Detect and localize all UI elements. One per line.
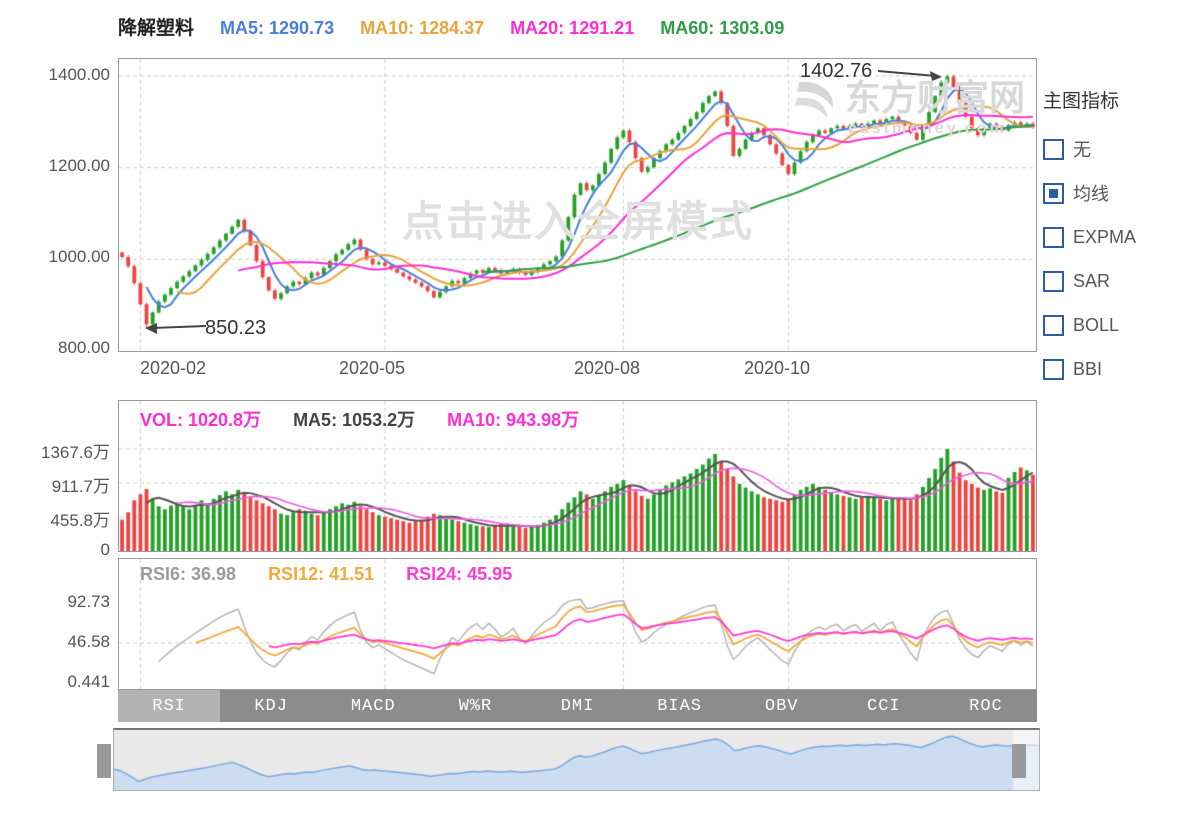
sidebar-item-bbi[interactable]: BBI (1043, 358, 1183, 380)
tab-cci[interactable]: CCI (867, 696, 901, 716)
rsi6-label: RSI6: 36.98 (140, 564, 237, 584)
checkbox-icon[interactable] (1043, 358, 1064, 380)
eastmoney-logo-watermark: 东方财富网 (793, 78, 1025, 126)
tab-dmi[interactable]: DMI (560, 696, 595, 716)
vol-label: VOL: 1020.8万 (140, 410, 262, 430)
rsi24-label: RSI24: 45.95 (406, 564, 513, 584)
price-ytick-1200: 1200.00 (48, 156, 110, 175)
vol-ytick-1: 455.8万 (50, 511, 110, 530)
ma10-label: MA10: 1284.37 (360, 18, 485, 38)
checkbox-icon[interactable] (1043, 314, 1064, 336)
annotation-high-value: 1402.76 (800, 60, 873, 82)
price-ytick-1000: 1000.00 (48, 247, 110, 266)
tab-bias[interactable]: BIAS (657, 696, 702, 716)
checkbox-icon[interactable] (1043, 138, 1064, 160)
indicator-sidebar: 主图指标 无 均线 EXPMA SAR BOLL BBI (1043, 86, 1183, 403)
range-navigator[interactable] (113, 728, 1040, 791)
price-candlestick-chart[interactable] (118, 58, 1037, 352)
chart-header: 降解塑料 MA5: 1290.73 MA10: 1284.37 MA20: 12… (118, 13, 784, 40)
checkbox-icon[interactable] (1043, 226, 1064, 248)
rsi-ytick-bottom: 0.441 (67, 672, 110, 691)
vol-ytick-2: 911.7万 (51, 477, 110, 496)
price-ytick-1400: 1400.00 (48, 65, 110, 84)
eastmoney-swoosh-icon (795, 81, 834, 118)
tab-wr[interactable]: W%R (458, 696, 493, 716)
navigator-right-handle[interactable] (1012, 744, 1026, 778)
annotation-high-arrow (877, 70, 942, 81)
sidebar-title: 主图指标 (1043, 91, 1120, 112)
vol-ma10-label: MA10: 943.98万 (447, 410, 580, 430)
sidebar-item-expma[interactable]: EXPMA (1043, 226, 1183, 248)
tab-macd[interactable]: MACD (350, 696, 396, 716)
sidebar-item-ma[interactable]: 均线 (1043, 182, 1183, 204)
ma5-label: MA5: 1290.73 (220, 18, 335, 38)
tab-roc[interactable]: ROC (969, 696, 1003, 716)
rsi-pane-labels: RSI6: 36.98 RSI12: 41.51 RSI24: 45.95 (140, 564, 512, 585)
rsi-ytick-top: 92.73 (67, 592, 110, 611)
checkbox-icon[interactable] (1043, 270, 1064, 292)
sidebar-item-sar[interactable]: SAR (1043, 270, 1183, 292)
rsi-ytick-mid: 46.58 (67, 632, 110, 651)
annotation-low-arrow (145, 323, 207, 334)
sidebar-item-none[interactable]: 无 (1043, 138, 1183, 160)
vol-ytick-0: 0 (100, 540, 110, 559)
price-ytick-800: 800.00 (58, 338, 110, 357)
navigator-left-handle[interactable] (97, 744, 111, 778)
rsi-chart[interactable] (118, 558, 1037, 690)
tab-kdj[interactable]: KDJ (254, 696, 288, 716)
xtick-2020-10: 2020-10 (743, 358, 811, 378)
rsi12-label: RSI12: 41.51 (268, 564, 375, 584)
volume-pane-labels: VOL: 1020.8万 MA5: 1053.2万 MA10: 943.98万 (140, 406, 579, 432)
annotation-low-value: 850.23 (205, 317, 267, 339)
volume-chart[interactable] (118, 400, 1037, 552)
page-title: 降解塑料 (118, 18, 195, 39)
eastmoney-logo-subtext: eastmoney.com (848, 120, 1007, 137)
ma20-label: MA20: 1291.21 (510, 18, 635, 38)
fullscreen-hint-watermark: 点击进入全屏模式 (401, 198, 755, 245)
indicator-tabbar: RSI KDJ MACD W%R DMI BIAS OBV CCI ROC (118, 690, 1037, 722)
xtick-2020-02: 2020-02 (140, 358, 207, 378)
eastmoney-logo-text: 东方财富网 (845, 77, 1026, 118)
tab-obv[interactable]: OBV (764, 696, 799, 716)
tab-rsi[interactable]: RSI (118, 690, 221, 722)
checkbox-checked-icon[interactable] (1043, 182, 1064, 204)
xtick-2020-05: 2020-05 (338, 358, 406, 378)
sidebar-item-boll[interactable]: BOLL (1043, 314, 1183, 336)
vol-ma5-label: MA5: 1053.2万 (293, 410, 416, 430)
vol-ytick-max: 1367.6万 (41, 443, 110, 462)
ma60-label: MA60: 1303.09 (660, 18, 785, 38)
xtick-2020-08: 2020-08 (573, 358, 641, 378)
